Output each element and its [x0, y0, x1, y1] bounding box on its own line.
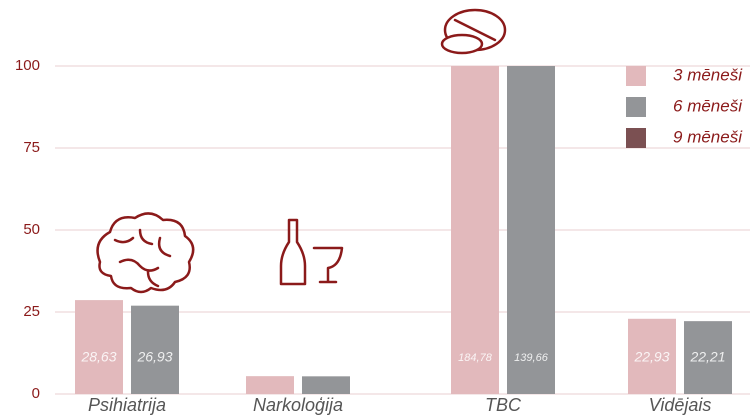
y-tick-label: 25: [23, 303, 40, 320]
x-tick-label: Narkoloģija: [253, 395, 343, 415]
bar: [75, 300, 123, 394]
y-tick-label: 75: [23, 139, 40, 156]
value-label: 184,78: [458, 352, 493, 364]
bar: [246, 376, 294, 394]
bar: [302, 376, 350, 394]
legend-label: 3 mēneši: [673, 65, 743, 84]
legend-swatch: [626, 128, 646, 148]
legend-swatch: [626, 97, 646, 117]
pills-icon: [442, 10, 505, 53]
x-tick-label: Psihiatrija: [88, 395, 166, 415]
legend-label: 9 mēneši: [673, 127, 743, 146]
x-tick-label: Vidējais: [649, 395, 712, 415]
value-label: 5,44: [256, 349, 283, 365]
y-tick-label: 0: [32, 385, 40, 402]
y-tick-label: 50: [23, 221, 40, 238]
y-tick-label: 100: [15, 57, 40, 74]
value-label: 28,63: [80, 349, 116, 365]
value-label: 5,39: [312, 349, 339, 365]
value-label: 26,93: [136, 349, 172, 365]
x-tick-label: TBC: [485, 395, 522, 415]
brain-icon: [98, 213, 194, 292]
value-label: 22,21: [689, 349, 725, 365]
bar: [451, 0, 499, 394]
legend-label: 6 mēneši: [673, 96, 743, 115]
chart: 0 25 50 75 100 Psihiatrija 28,63 26,93 Narkoloģi…: [0, 0, 750, 417]
bar: [507, 0, 555, 394]
legend-swatch: [626, 66, 646, 86]
value-label: 22,93: [633, 349, 669, 365]
value-label: 139,66: [514, 352, 549, 364]
